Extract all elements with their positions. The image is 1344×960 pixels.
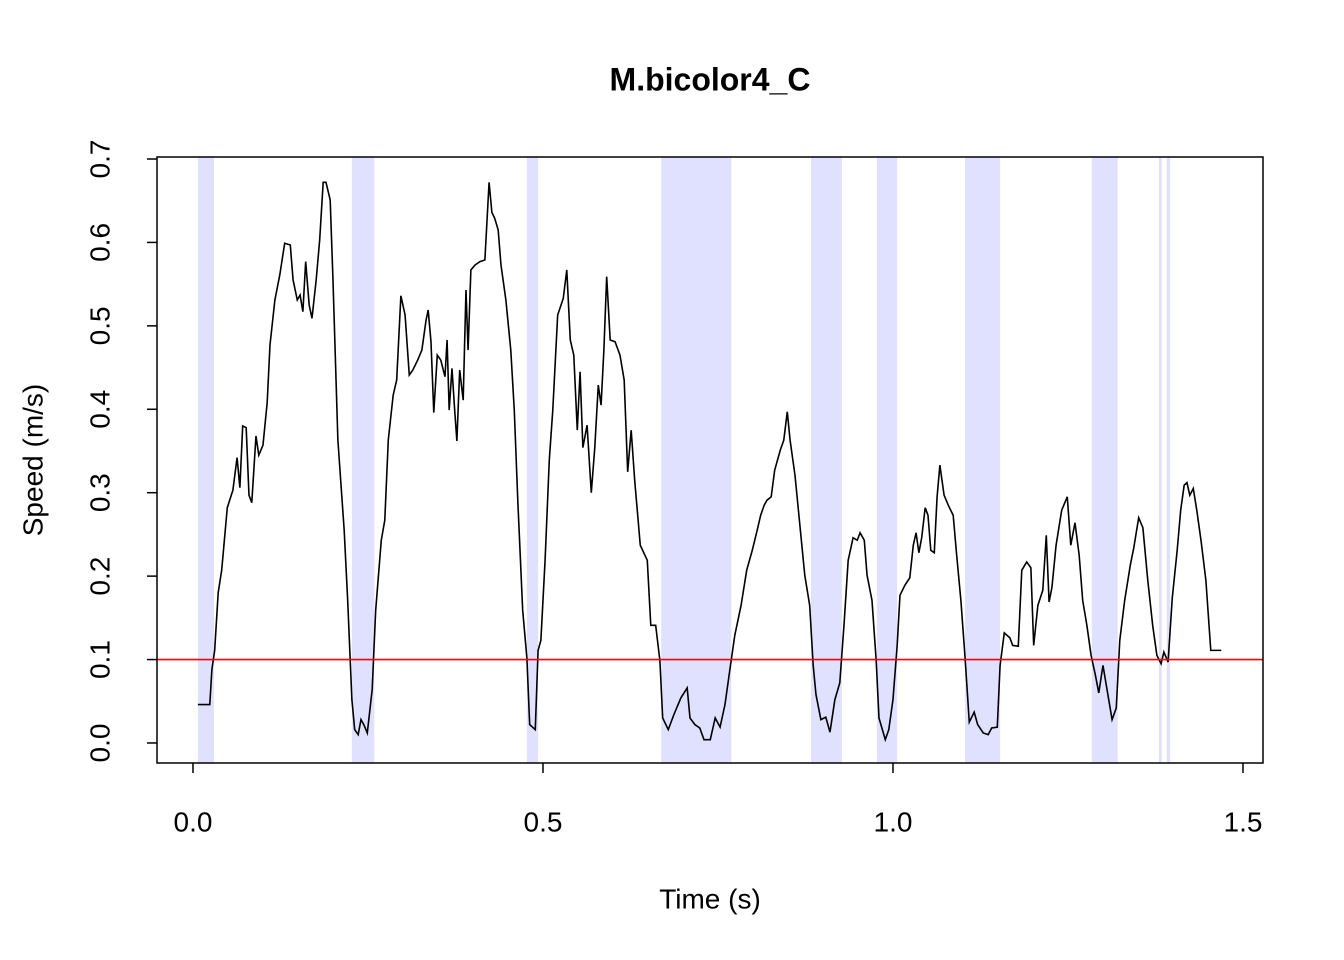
shaded-span: [1158, 157, 1162, 763]
shaded-span: [661, 157, 732, 763]
y-tick-label: 0.5: [84, 306, 115, 345]
y-tick-label: 0.0: [84, 724, 115, 763]
x-tick-label: 1.5: [1224, 806, 1263, 837]
shaded-span: [1166, 157, 1171, 763]
plot-box: [156, 156, 1264, 764]
chart-title: M.bicolor4_C: [610, 61, 811, 97]
y-tick-label: 0.2: [84, 557, 115, 596]
x-tick-label: 0.5: [524, 806, 563, 837]
speed-line: [197, 181, 1222, 743]
y-tick-label: 0.3: [84, 473, 115, 512]
x-axis-label: Time (s): [659, 883, 761, 914]
shaded-span: [1091, 157, 1118, 763]
y-tick-label: 0.6: [84, 223, 115, 262]
x-tick-label: 0.0: [174, 806, 213, 837]
shaded-span: [197, 157, 214, 763]
shaded-span: [526, 157, 539, 763]
shaded-span: [811, 157, 842, 763]
y-axis-label: Speed (m/s): [17, 384, 48, 537]
y-tick-label: 0.4: [84, 390, 115, 429]
shaded-span: [965, 157, 1001, 763]
shaded-span: [351, 157, 375, 763]
shaded-span: [876, 157, 898, 763]
y-tick-label: 0.1: [84, 640, 115, 679]
x-tick-label: 1.0: [874, 806, 913, 837]
y-tick-label: 0.7: [84, 140, 115, 179]
